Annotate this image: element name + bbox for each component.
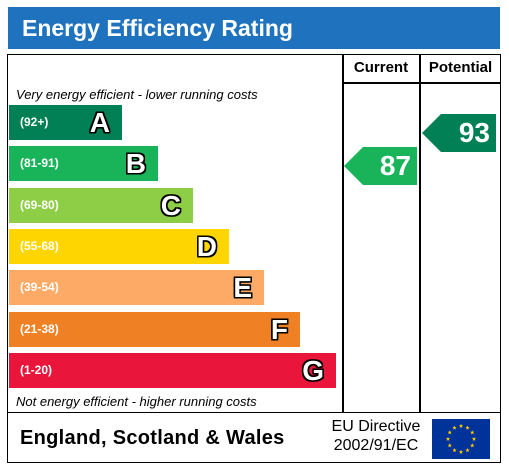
rating-value: 93: [458, 117, 490, 148]
flag-star: [452, 425, 457, 430]
band-g: (1-20) G: [9, 353, 336, 388]
band-letter: C: [160, 190, 181, 221]
directive-line-1: EU Directive: [331, 418, 421, 435]
footer-frame: [7, 413, 501, 463]
footer-country: England, Scotland & Wales: [20, 427, 285, 449]
arrow-shape: [422, 114, 496, 152]
eu-flag-icon: [432, 419, 490, 459]
band-a: (92+) A: [9, 105, 122, 140]
divider-potential: [419, 54, 421, 413]
footer-directive: EU Directive 2002/91/EC: [318, 417, 434, 455]
arrow-shape: [344, 147, 417, 185]
flag-star: [470, 430, 475, 435]
flag-star: [470, 443, 475, 448]
flag-star: [452, 447, 457, 453]
flag-star: [447, 430, 452, 435]
rating-value: 87: [379, 150, 411, 181]
bottom-note: Not energy efficient - higher running co…: [16, 394, 257, 409]
divider-current: [342, 54, 344, 413]
band-letter: F: [270, 314, 288, 345]
band-range-label: (69-80): [20, 198, 59, 212]
band-letter: E: [233, 272, 252, 303]
band-c: (69-80) C: [9, 188, 193, 223]
flag-star: [447, 443, 452, 448]
header-divider: [342, 82, 501, 84]
directive-line-2: 2002/91/EC: [333, 437, 419, 454]
band-b: (81-91) B: [9, 146, 158, 181]
column-header-potential: Potential: [428, 59, 493, 76]
potential-rating-arrow: 93: [422, 114, 496, 152]
current-rating-arrow: 87: [344, 147, 417, 185]
chart-frame: [7, 54, 501, 413]
band-range-label: (92+): [20, 115, 49, 129]
band-letter: A: [89, 107, 110, 138]
flag-star: [471, 436, 477, 441]
band-letter: B: [125, 148, 146, 179]
flag-star: [458, 449, 464, 454]
band-range-label: (1-20): [20, 363, 53, 377]
flag-star: [465, 447, 470, 453]
band-letter: D: [196, 231, 217, 262]
flag-star: [458, 423, 464, 428]
band-range-label: (81-91): [20, 156, 59, 170]
band-letter: G: [302, 355, 324, 386]
band-d: (55-68) D: [9, 229, 229, 264]
flag-star: [445, 436, 451, 441]
top-note: Very energy efficient - lower running co…: [16, 87, 258, 102]
column-header-current: Current: [353, 59, 409, 76]
flag-star: [465, 425, 470, 430]
band-e: (39-54) E: [9, 270, 264, 305]
band-f: (21-38) F: [9, 312, 300, 347]
band-range-label: (39-54): [20, 280, 59, 294]
band-range-label: (21-38): [20, 322, 59, 336]
chart-title: Energy Efficiency Rating: [8, 7, 500, 49]
band-range-label: (55-68): [20, 239, 59, 253]
